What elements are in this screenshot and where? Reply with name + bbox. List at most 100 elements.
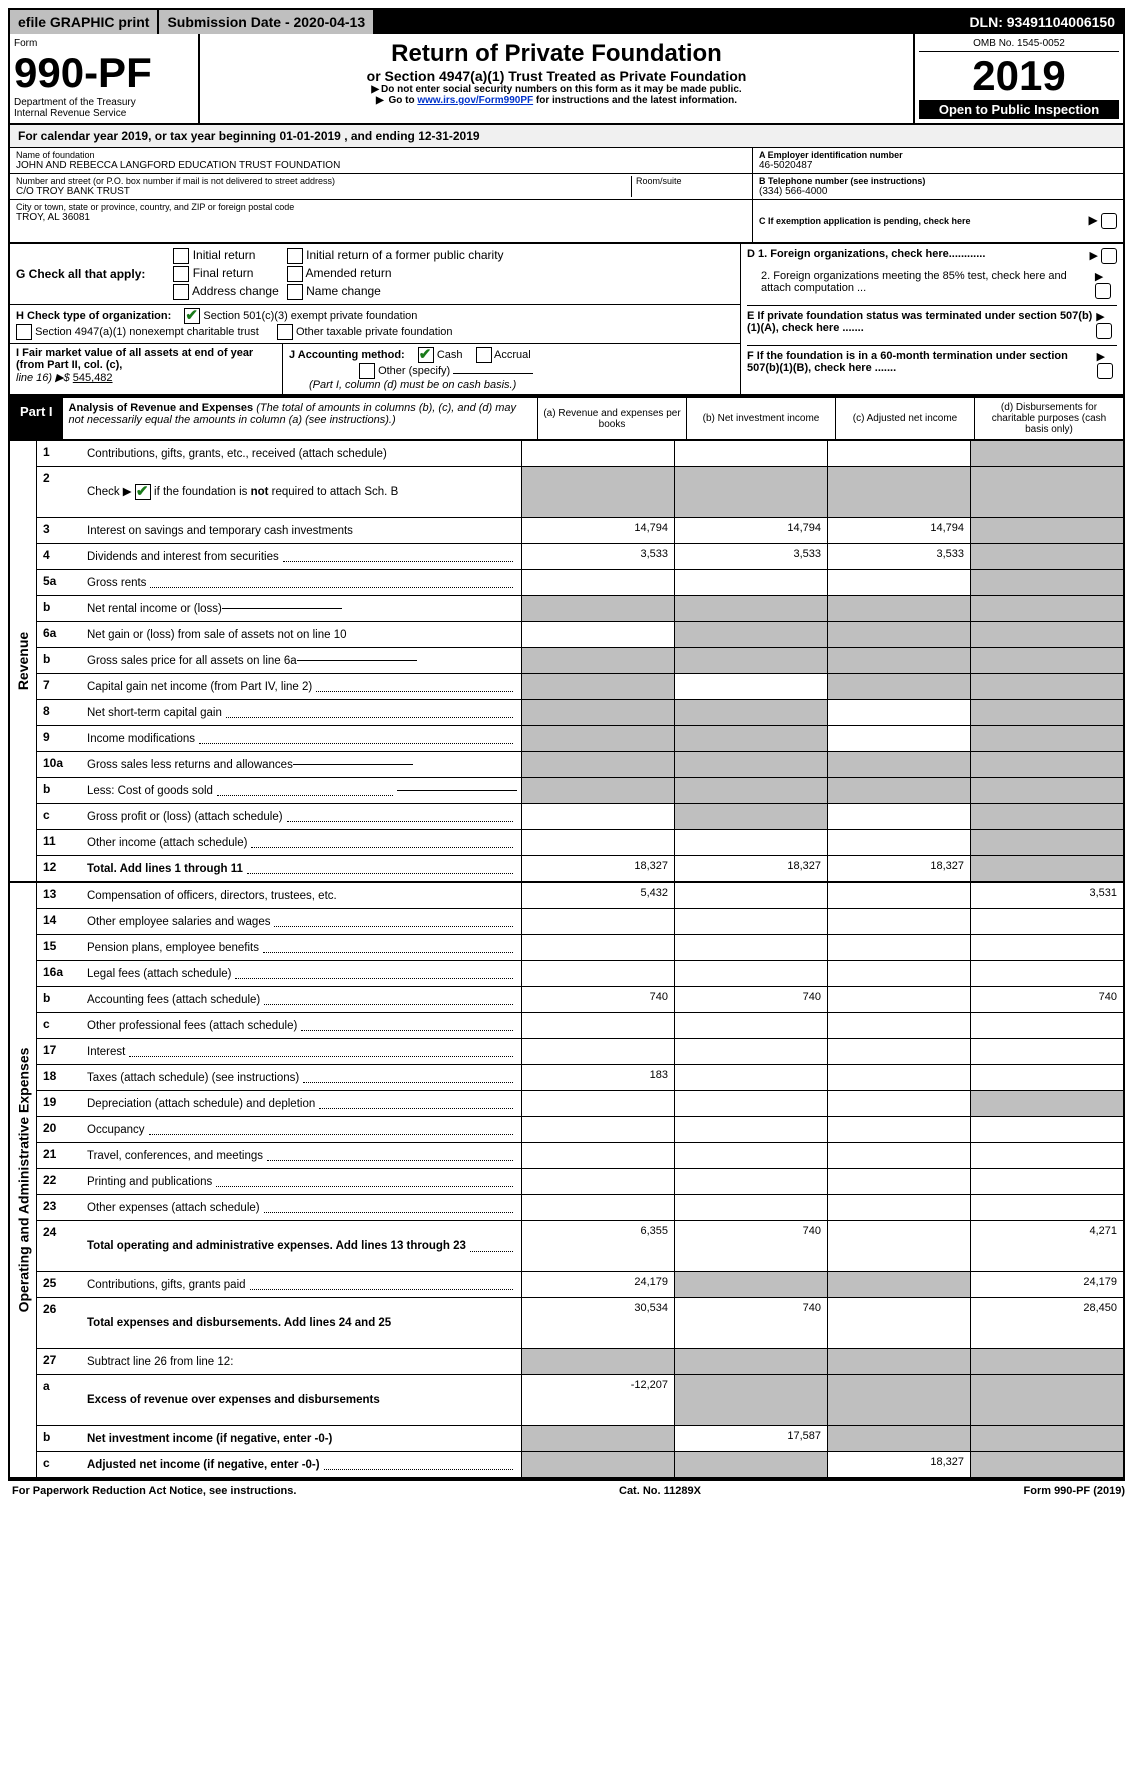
cell-d: [970, 1065, 1123, 1090]
table-row: 1Contributions, gifts, grants, etc., rec…: [37, 441, 1123, 467]
cell-b: [674, 804, 827, 829]
cb-501c3[interactable]: [184, 308, 200, 324]
cb-other-tax[interactable]: [277, 324, 293, 340]
cell-a: 30,534: [521, 1298, 674, 1348]
table-row: 13Compensation of officers, directors, t…: [37, 883, 1123, 909]
form-header: Form 990-PF Department of the Treasury I…: [10, 34, 1123, 125]
cell-b: [674, 1349, 827, 1374]
table-row: cAdjusted net income (if negative, enter…: [37, 1452, 1123, 1477]
cb-addr[interactable]: [173, 284, 189, 300]
i-label: I Fair market value of all assets at end…: [16, 347, 253, 371]
cell-c: [827, 1298, 970, 1348]
cb-accrual[interactable]: [476, 347, 492, 363]
i-cell: I Fair market value of all assets at end…: [10, 344, 283, 394]
cell-a: [521, 700, 674, 725]
revenue-section: Revenue 1Contributions, gifts, grants, e…: [10, 441, 1123, 883]
cell-d: [970, 1426, 1123, 1451]
addr-value: C/O TROY BANK TRUST: [16, 186, 631, 197]
cell-a: [521, 622, 674, 647]
table-row: 6aNet gain or (loss) from sale of assets…: [37, 622, 1123, 648]
d2-row: 2. Foreign organizations meeting the 85%…: [747, 270, 1117, 299]
phone-cell: B Telephone number (see instructions) (3…: [753, 174, 1123, 200]
line-no: 5a: [37, 570, 83, 595]
table-row: 18Taxes (attach schedule) (see instructi…: [37, 1065, 1123, 1091]
cb-other-acct[interactable]: [359, 363, 375, 379]
cell-a: 3,533: [521, 544, 674, 569]
form-subtitle: or Section 4947(a)(1) Trust Treated as P…: [206, 68, 907, 84]
cb-d1[interactable]: [1101, 248, 1117, 264]
entity-info: Name of foundation JOHN AND REBECCA LANG…: [10, 148, 1123, 244]
cell-b: [674, 467, 827, 517]
cell-a: [521, 570, 674, 595]
cell-d: [970, 544, 1123, 569]
ein-label: A Employer identification number: [759, 150, 1117, 160]
g-h-section: G Check all that apply: Initial return F…: [10, 244, 1123, 396]
col-a-hdr: (a) Revenue and expenses per books: [537, 398, 686, 439]
ein-value: 46-5020487: [759, 160, 1117, 171]
cell-d: [970, 1375, 1123, 1425]
revenue-rows: 1Contributions, gifts, grants, etc., rec…: [37, 441, 1123, 881]
h-o3: Other taxable private foundation: [296, 326, 453, 338]
cell-b: [674, 1065, 827, 1090]
line-desc: Legal fees (attach schedule): [83, 961, 521, 986]
cell-c: 14,794: [827, 518, 970, 543]
form-title: Return of Private Foundation: [206, 40, 907, 68]
cell-c: [827, 1272, 970, 1297]
table-row: 25Contributions, gifts, grants paid24,17…: [37, 1272, 1123, 1298]
def-right: D 1. Foreign organizations, check here..…: [740, 244, 1123, 394]
cb-name[interactable]: [287, 284, 303, 300]
cb-f[interactable]: [1097, 363, 1113, 379]
cell-a: [521, 1143, 674, 1168]
cell-a: [521, 1039, 674, 1064]
d1-row: D 1. Foreign organizations, check here..…: [747, 248, 1117, 264]
cb-4947[interactable]: [16, 324, 32, 340]
cell-d: [970, 700, 1123, 725]
part1-desc: Analysis of Revenue and Expenses (The to…: [63, 398, 537, 439]
cell-b: [674, 1452, 827, 1477]
cell-c: 18,327: [827, 1452, 970, 1477]
table-row: bNet rental income or (loss): [37, 596, 1123, 622]
revenue-label: Revenue: [10, 441, 37, 881]
cell-d: [970, 570, 1123, 595]
g-addr: Address change: [192, 284, 279, 298]
cell-a: [521, 726, 674, 751]
table-row: 14Other employee salaries and wages: [37, 909, 1123, 935]
line-no: 14: [37, 909, 83, 934]
cell-a: [521, 674, 674, 699]
cell-d: [970, 1169, 1123, 1194]
g-namechg: Name change: [306, 284, 381, 298]
cell-a: 6,355: [521, 1221, 674, 1271]
cell-c: [827, 1349, 970, 1374]
cb-e[interactable]: [1096, 323, 1112, 339]
line-desc: Other income (attach schedule): [83, 830, 521, 855]
line-desc: Compensation of officers, directors, tru…: [83, 883, 521, 908]
cell-c: [827, 961, 970, 986]
cb-cash[interactable]: [418, 347, 434, 363]
header-right: OMB No. 1545-0052 2019 Open to Public In…: [913, 34, 1123, 123]
cb-final[interactable]: [173, 266, 189, 282]
form-link[interactable]: www.irs.gov/Form990PF: [417, 95, 533, 106]
cell-c: [827, 778, 970, 803]
line-desc: Taxes (attach schedule) (see instruction…: [83, 1065, 521, 1090]
cb-d2[interactable]: [1095, 283, 1111, 299]
cb-amended[interactable]: [287, 266, 303, 282]
f-row: F If the foundation is in a 60-month ter…: [747, 345, 1117, 379]
cell-c: [827, 1426, 970, 1451]
ghij-left: G Check all that apply: Initial return F…: [10, 244, 740, 394]
c-checkbox[interactable]: [1101, 213, 1117, 229]
cb-initial[interactable]: [173, 248, 189, 264]
cal-pre: For calendar year 2019, or tax year begi…: [18, 129, 279, 143]
cell-d: [970, 961, 1123, 986]
cb-schB[interactable]: [135, 484, 151, 500]
cell-a: [521, 804, 674, 829]
d2-label: 2. Foreign organizations meeting the 85%…: [747, 270, 1095, 299]
cell-b: 740: [674, 1298, 827, 1348]
cb-former[interactable]: [287, 248, 303, 264]
g-row: G Check all that apply: Initial return F…: [10, 244, 740, 305]
dln: DLN: 93491104006150: [961, 10, 1123, 34]
cell-b: 18,327: [674, 856, 827, 881]
cell-d: [970, 648, 1123, 673]
efile-label[interactable]: efile GRAPHIC print: [10, 10, 159, 34]
table-row: 24Total operating and administrative exp…: [37, 1221, 1123, 1272]
table-row: 12Total. Add lines 1 through 1118,32718,…: [37, 856, 1123, 881]
